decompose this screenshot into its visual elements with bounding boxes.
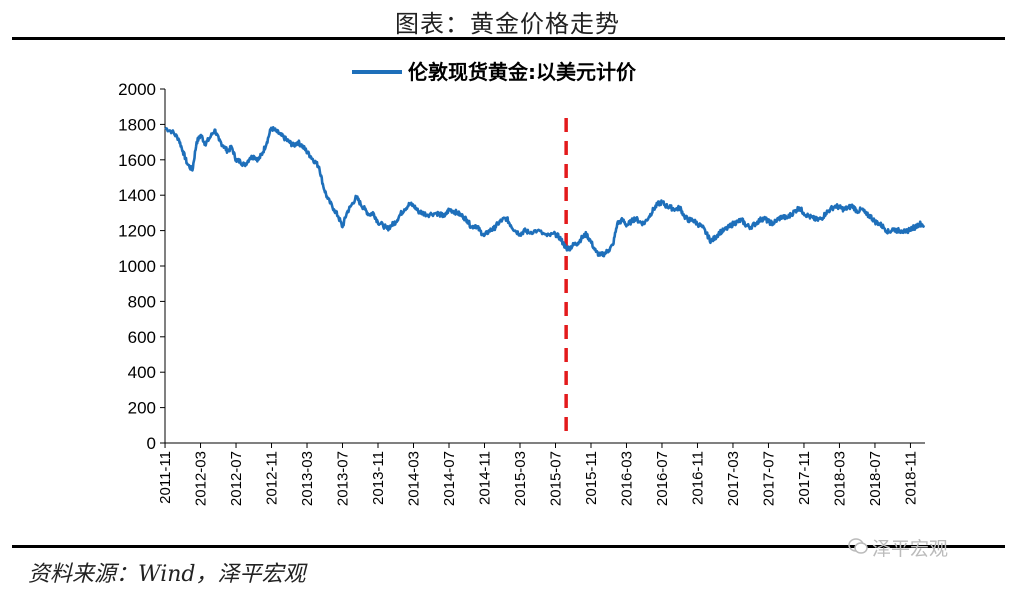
x-tick-label: 2016-11 (689, 451, 706, 505)
x-tick-label: 2014-03 (406, 451, 423, 506)
x-tick-label: 2017-07 (760, 451, 777, 506)
x-tick-label: 2012-11 (264, 451, 281, 505)
x-tick-label: 2013-07 (335, 451, 352, 506)
gold-price-chart: 0 200 400 600 800 1000 1200 1400 1600 1800 2000 20… (118, 60, 926, 506)
legend-label: 伦敦现货黄金:以美元计价 (408, 60, 637, 84)
x-tick-label: 2016-03 (618, 451, 635, 506)
legend: 伦敦现货黄金:以美元计价 (352, 60, 637, 84)
x-tick-label: 2014-11 (476, 451, 493, 505)
y-tick-label: 1400 (118, 186, 156, 205)
x-tick-label: 2015-07 (547, 451, 564, 506)
x-tick-label: 2014-07 (441, 451, 458, 506)
y-axis: 0 200 400 600 800 1000 1200 1400 1600 1800 2000 (118, 80, 166, 453)
wechat-icon (848, 537, 868, 560)
y-tick-label: 1000 (118, 257, 156, 276)
watermark-text: 泽平宏观 (872, 538, 949, 560)
y-tick-label: 0 (147, 434, 156, 453)
bottom-rule (12, 545, 1005, 548)
y-tick-label: 1800 (118, 115, 156, 134)
x-tick-label: 2017-03 (725, 451, 742, 506)
x-tick-label: 2018-11 (902, 451, 919, 505)
x-tick-label: 2013-11 (370, 451, 387, 505)
y-tick-label: 400 (128, 363, 156, 382)
watermark: 泽平宏观 (848, 534, 948, 561)
x-tick-label: 2018-03 (831, 451, 848, 506)
x-tick-label: 2016-07 (654, 451, 671, 506)
x-tick-label: 2017-11 (796, 451, 813, 505)
x-axis: 2011-11 2012-03 2012-07 2012-11 2013-03 2013-… (157, 442, 925, 506)
y-tick-label: 1600 (118, 151, 156, 170)
x-tick-label: 2012-07 (228, 451, 245, 506)
x-tick-label: 2011-11 (157, 451, 174, 504)
x-tick-label: 2015-11 (583, 451, 600, 505)
y-tick-label: 600 (128, 328, 156, 347)
x-tick-label: 2013-03 (299, 451, 316, 506)
y-tick-label: 800 (128, 292, 156, 311)
source-note: 资料来源：Wind，泽平宏观 (28, 562, 306, 587)
y-tick-label: 1200 (118, 222, 156, 241)
x-tick-label: 2018-07 (867, 451, 884, 506)
x-tick-label: 2012-03 (193, 451, 210, 506)
y-tick-label: 2000 (118, 80, 156, 99)
x-tick-label: 2015-03 (512, 451, 529, 506)
y-tick-label: 200 (128, 399, 156, 418)
page-title: 图表：黄金价格走势 (395, 10, 620, 38)
top-rule (12, 37, 1005, 40)
series-line-london-gold (164, 126, 926, 258)
